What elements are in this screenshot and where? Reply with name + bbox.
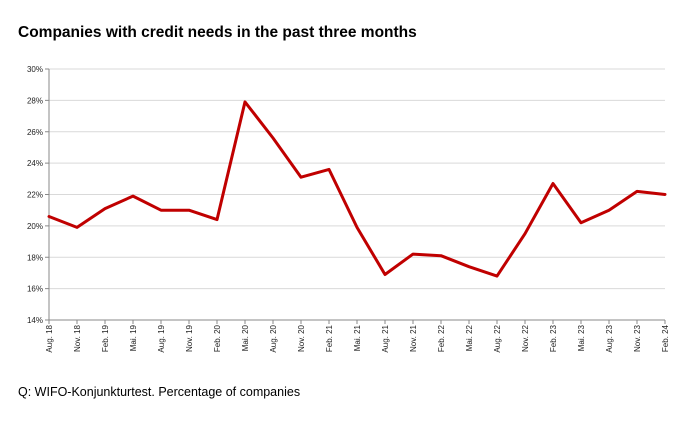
x-tick-label: Mai. 21 <box>353 324 362 351</box>
x-tick-label: Aug. 19 <box>157 324 166 352</box>
x-tick-label: Mai. 23 <box>577 324 586 351</box>
x-tick-label: Nov. 23 <box>633 324 642 352</box>
chart-title: Companies with credit needs in the past … <box>18 24 417 41</box>
x-tick-label: Aug. 20 <box>269 324 278 352</box>
x-tick-label: Aug. 21 <box>381 324 390 352</box>
y-tick-label: 30% <box>27 65 43 74</box>
x-tick-label: Mai. 19 <box>129 324 138 351</box>
x-tick-label: Aug. 18 <box>45 324 54 352</box>
x-tick-label: Nov. 22 <box>521 324 530 352</box>
x-tick-label: Aug. 22 <box>493 324 502 352</box>
series-layer <box>47 100 667 278</box>
gridlines <box>49 68 665 290</box>
x-tick-label: Nov. 21 <box>409 324 418 352</box>
x-tick-label: Feb. 23 <box>549 324 558 352</box>
axes <box>45 68 666 324</box>
y-tick-label: 14% <box>27 316 43 325</box>
x-tick-label: Mai. 20 <box>241 324 250 351</box>
y-tick-label: 22% <box>27 191 43 200</box>
series-line <box>47 100 667 278</box>
x-tick-labels: Aug. 18 Nov. 18 Feb. 19 Mai. 19 Aug. 19 Nov. … <box>45 324 670 352</box>
x-tick-label: Feb. 20 <box>213 324 222 352</box>
y-tick-label: 18% <box>27 253 43 262</box>
x-tick-label: Feb. 19 <box>101 324 110 352</box>
y-tick-label: 20% <box>27 222 43 231</box>
x-tick-label: Feb. 21 <box>325 324 334 352</box>
x-tick-label: Nov. 20 <box>297 324 306 352</box>
x-tick-label: Nov. 18 <box>73 324 82 352</box>
x-tick-label: Feb. 24 <box>661 324 670 352</box>
y-tick-label: 24% <box>27 159 43 168</box>
x-tick-label: Nov. 19 <box>185 324 194 352</box>
y-tick-label: 28% <box>27 96 43 105</box>
y-tick-label: 16% <box>27 285 43 294</box>
y-tick-labels: 14% 16% 18% 20% 22% 24% 26% 28% 30% <box>27 65 43 325</box>
x-tick-label: Aug. 23 <box>605 324 614 352</box>
y-tick-label: 26% <box>27 128 43 137</box>
source-note: Q: WIFO-Konjunkturtest. Percentage of co… <box>18 385 301 399</box>
x-tick-label: Feb. 22 <box>437 324 446 352</box>
x-tick-label: Mai. 22 <box>465 324 474 351</box>
